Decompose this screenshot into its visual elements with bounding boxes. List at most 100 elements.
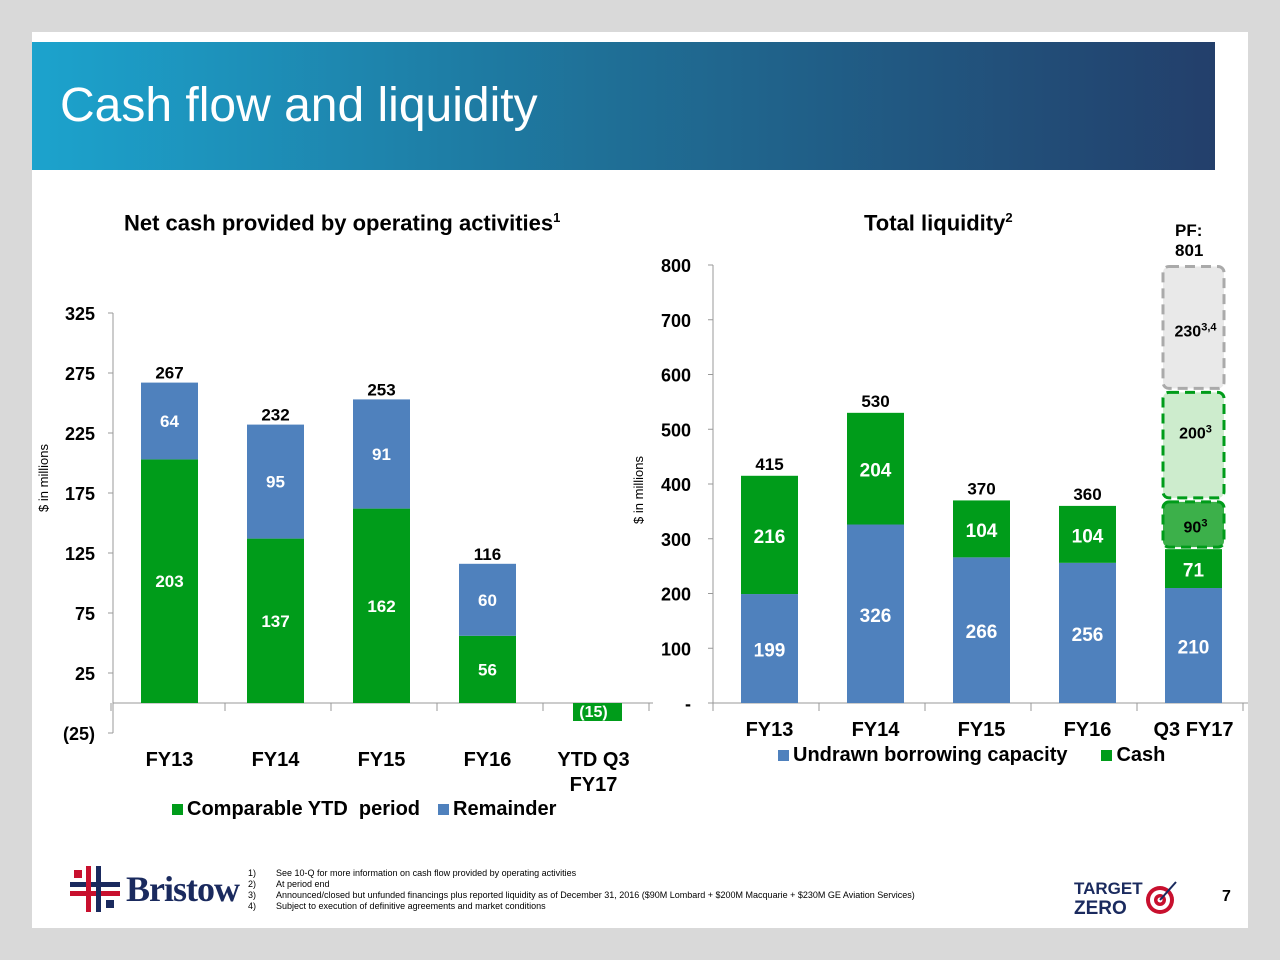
left-bar-comparable-fy15 — [353, 508, 410, 703]
right-chart-title-sup: 2 — [1005, 210, 1013, 225]
target-zero-logo: TARGET ZERO — [1072, 876, 1182, 925]
right-bar-cash-fy14 — [847, 412, 904, 525]
legend-label-remainder: Remainder — [453, 798, 557, 820]
right-y-tick-label: 200 — [661, 585, 691, 605]
right-proforma-label-3: 2303,4 — [1175, 321, 1218, 340]
left-y-tick-label: 225 — [65, 424, 95, 444]
right-proforma-label-2: 2003 — [1179, 423, 1212, 442]
footnote-4: 4) Subject to execution of definitive agr… — [248, 901, 546, 911]
left-category-label: YTD Q3 — [557, 749, 629, 771]
right-y-tick-label: 300 — [661, 530, 691, 550]
left-total-fy16: 116 — [474, 545, 501, 564]
right-label-cash-q3-fy17: 71 — [1183, 561, 1205, 582]
right-category-label: FY16 — [1064, 719, 1112, 741]
right-label-cash-fy14: 204 — [860, 461, 892, 482]
left-category-label: FY14 — [252, 749, 301, 771]
bristow-wordmark: Bristow — [126, 869, 240, 909]
left-bar-remainder-fy16 — [459, 563, 516, 636]
left-category-label: FY17 — [570, 774, 618, 796]
right-bar-undrawn-fy14 — [847, 524, 904, 703]
right-y-tick-label: 800 — [661, 256, 691, 276]
right-total-fy15: 370 — [967, 479, 995, 498]
left-total-fy15: 253 — [367, 380, 395, 399]
right-bar-undrawn-q3-fy17 — [1165, 588, 1222, 703]
right-chart-title: Total liquidity2 — [864, 210, 1013, 236]
target-zero-line1: TARGET — [1074, 879, 1143, 898]
left-y-tick-label: 25 — [75, 664, 95, 684]
left-y-tick-label: 175 — [65, 484, 95, 504]
right-category-label: FY13 — [746, 719, 794, 741]
right-label-cash-fy15: 104 — [966, 521, 998, 542]
bristow-logo: Bristow — [70, 866, 240, 912]
left-y-tick-label: 275 — [65, 364, 95, 384]
right-proforma-title: PF: — [1175, 221, 1202, 240]
right-chart-legend: Undrawn borrowing capacity Cash — [778, 744, 1165, 767]
right-label-undrawn-fy15: 266 — [966, 622, 998, 643]
right-y-tick-label: - — [685, 694, 691, 714]
right-y-tick-label: 100 — [661, 639, 691, 659]
left-category-label: FY13 — [146, 749, 194, 771]
right-y-tick-label: 500 — [661, 420, 691, 440]
left-y-axis-label: $ in millions — [36, 444, 51, 512]
left-total-fy13: 267 — [155, 364, 183, 383]
right-y-tick-label: 600 — [661, 366, 691, 386]
right-proforma-segment-1 — [1161, 500, 1226, 549]
left-bar-comparable-fy13 — [141, 459, 198, 703]
left-total-fy14: 232 — [261, 406, 289, 425]
legend-swatch-undrawn — [778, 750, 789, 761]
page-title: Cash flow and liquidity — [60, 79, 538, 132]
right-chart-title-text: Total liquidity — [864, 210, 1006, 236]
right-bar-cash-q3-fy17 — [1165, 549, 1222, 589]
left-label-comparable-ytd-q3-fy17: (15) — [579, 704, 607, 721]
left-y-tick-label: 325 — [65, 304, 95, 324]
right-bar-cash-fy16 — [1059, 505, 1116, 563]
left-chart-title-sup: 1 — [553, 210, 561, 225]
right-bar-undrawn-fy13 — [741, 594, 798, 703]
right-y-tick-label: 700 — [661, 311, 691, 331]
right-bar-undrawn-fy16 — [1059, 562, 1116, 703]
right-label-cash-fy16: 104 — [1072, 526, 1104, 547]
right-bar-cash-fy13 — [741, 475, 798, 595]
left-label-comparable-fy16: 56 — [478, 660, 497, 679]
right-category-label: Q3 FY17 — [1153, 719, 1233, 741]
target-zero-line2: ZERO — [1074, 898, 1127, 919]
legend-label-comparable: Comparable YTD period — [187, 798, 421, 820]
right-y-axis-label: $ in millions — [631, 456, 646, 524]
footnotes: 1) See 10-Q for more information on cash … — [248, 868, 915, 912]
right-proforma-total: 801 — [1175, 241, 1203, 260]
right-label-undrawn-fy13: 199 — [754, 641, 786, 662]
left-label-comparable-fy15: 162 — [367, 597, 395, 616]
right-proforma-segment-2 — [1161, 390, 1226, 500]
right-bar-cash-fy15 — [953, 500, 1010, 558]
right-bar-undrawn-fy15 — [953, 557, 1010, 703]
left-bar-remainder-fy15 — [353, 399, 410, 509]
bristow-emblem-icon — [70, 866, 120, 912]
right-proforma-label-1: 903 — [1184, 518, 1208, 537]
left-chart-title: Net cash provided by operating activitie… — [124, 210, 560, 236]
left-chart-title-text: Net cash provided by operating activitie… — [124, 210, 554, 236]
left-label-comparable-fy13: 203 — [155, 572, 183, 591]
page-number: 7 — [1222, 888, 1231, 905]
left-y-tick-label: 75 — [75, 604, 95, 624]
target-zero-graphic: TARGET ZERO — [1074, 879, 1177, 919]
right-category-label: FY15 — [958, 719, 1006, 741]
title-banner: Cash flow and liquidity — [32, 42, 1215, 170]
left-y-tick-label: (25) — [63, 724, 95, 744]
left-label-comparable-fy14: 137 — [261, 612, 289, 631]
left-bar-comparable-fy16 — [459, 635, 516, 703]
right-y-tick-label: 400 — [661, 475, 691, 495]
legend-swatch-comparable — [172, 804, 183, 815]
legend-label-undrawn: Undrawn borrowing capacity — [793, 744, 1068, 766]
legend-swatch-cash — [1101, 750, 1113, 761]
left-category-label: FY15 — [358, 749, 406, 771]
right-total-fy14: 530 — [861, 392, 889, 411]
target-icon — [1146, 881, 1177, 914]
left-bar-comparable-ytd-q3-fy17 — [573, 703, 622, 721]
footnote-3: 3) Announced/closed but unfunded financin… — [248, 890, 915, 900]
left-bar-comparable-fy14 — [247, 538, 304, 703]
legend-swatch-remainder — [438, 804, 450, 815]
right-label-undrawn-fy16: 256 — [1072, 625, 1104, 646]
footnote-2: 2) At period end — [248, 879, 330, 889]
left-label-remainder-fy14: 95 — [266, 473, 285, 492]
right-label-cash-fy13: 216 — [754, 527, 786, 548]
